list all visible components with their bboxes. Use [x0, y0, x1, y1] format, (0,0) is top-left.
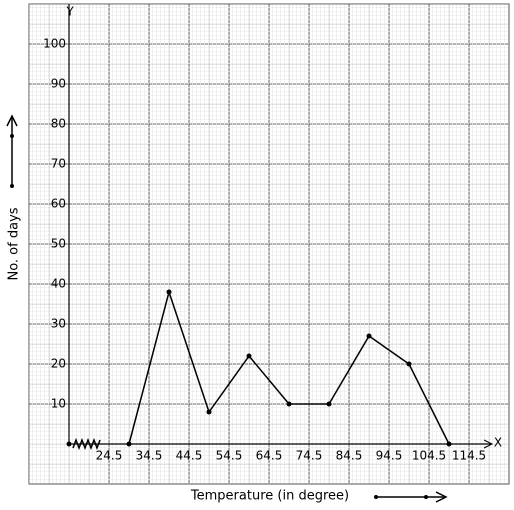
y-axis-label: No. of days [7, 207, 22, 280]
deco-arrow-head [435, 491, 448, 503]
y-tick-label: 30 [51, 317, 66, 331]
x-tick-label: 44.5 [176, 449, 203, 463]
x-tick-label: 34.5 [136, 449, 163, 463]
deco-dot [10, 184, 14, 188]
data-point [246, 353, 252, 359]
x-tick-label: 64.5 [256, 449, 283, 463]
data-point [326, 401, 332, 407]
x-tick-label: 114.5 [452, 449, 486, 463]
axis-break [72, 437, 101, 451]
y-tick-label: 50 [51, 237, 66, 251]
x-tick-label: 104.5 [412, 449, 446, 463]
x-tick-label: 74.5 [296, 449, 323, 463]
data-point [286, 401, 292, 407]
data-point [126, 441, 132, 447]
x-arrow [483, 439, 494, 449]
x-tick-label: 24.5 [96, 449, 123, 463]
y-axis-name: Y [65, 5, 74, 19]
x-tick-label: 84.5 [336, 449, 363, 463]
data-point [166, 289, 172, 295]
y-tick-label: 20 [51, 357, 66, 371]
x-axis-label: Temperature (in degree) [190, 489, 349, 504]
data-point [366, 333, 372, 339]
deco-dot [374, 495, 378, 499]
y-tick-label: 80 [51, 117, 66, 131]
deco-dot [10, 134, 14, 138]
x-axis-name: X [494, 436, 502, 450]
data-point [446, 441, 452, 447]
x-tick-label: 94.5 [376, 449, 403, 463]
y-tick-label: 100 [43, 37, 66, 51]
data-point [206, 409, 212, 415]
deco-arrow-head [6, 114, 18, 127]
y-tick-label: 90 [51, 77, 66, 91]
origin [66, 441, 72, 447]
data-point [406, 361, 412, 367]
y-tick-label: 70 [51, 157, 66, 171]
x-tick-label: 54.5 [216, 449, 243, 463]
y-tick-label: 40 [51, 277, 66, 291]
y-tick-label: 60 [51, 197, 66, 211]
deco-dot [424, 495, 428, 499]
y-tick-label: 10 [51, 397, 66, 411]
